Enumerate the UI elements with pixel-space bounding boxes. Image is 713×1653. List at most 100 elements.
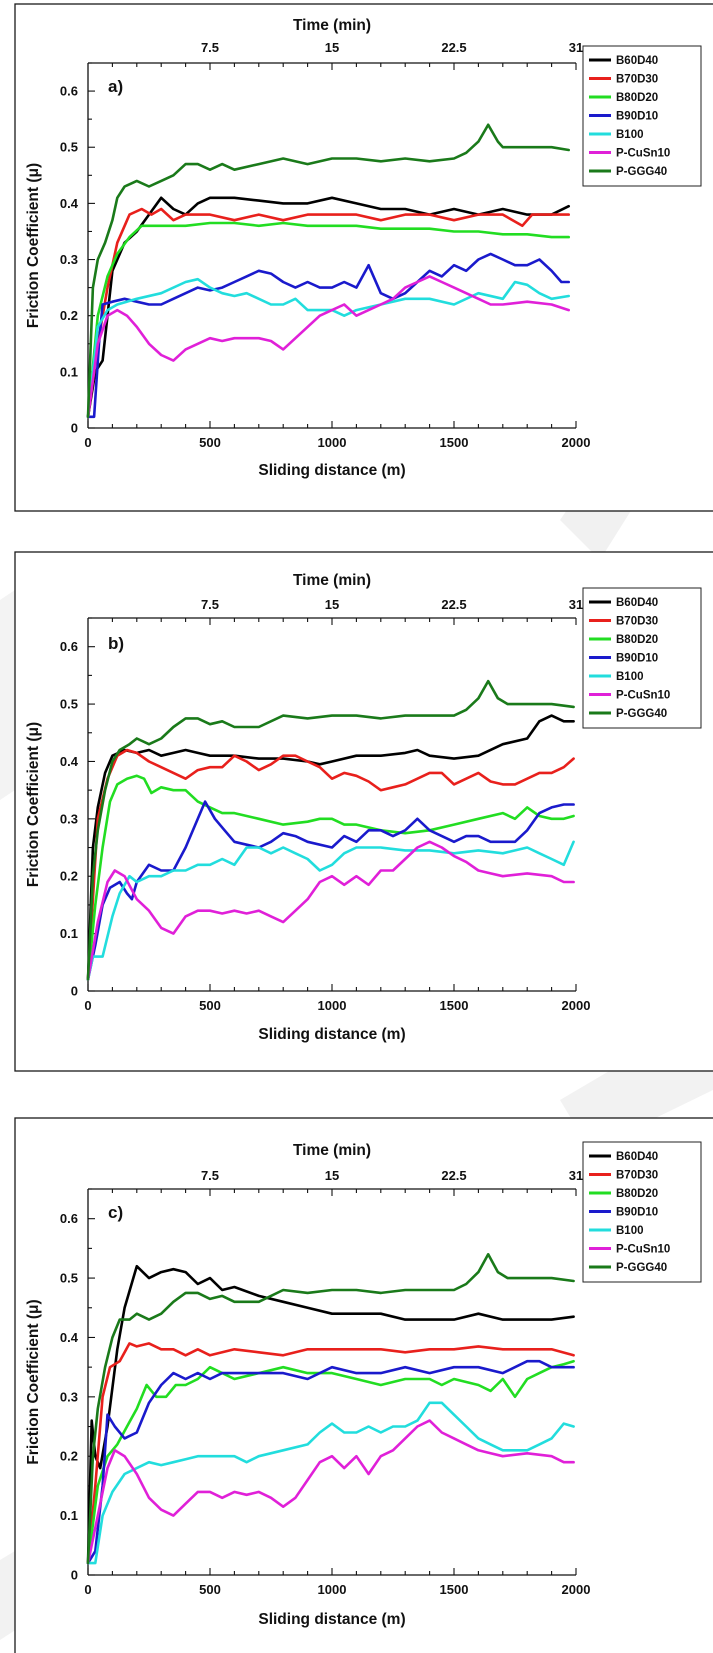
x-tick-label: 2000 <box>562 1582 591 1597</box>
y-tick-label: 0.3 <box>60 1389 78 1404</box>
x-tick-label: 0 <box>84 998 91 1013</box>
chart-panel-c: 0 500 1000 1500 2000 7.5 15 22.5 31 0 0.1 0.2 0.3 0.4… <box>0 1114 713 1653</box>
legend-label: P-CuSn10 <box>616 1244 670 1256</box>
x-tick-label: 0 <box>84 1582 91 1597</box>
legend: B60D40 B70D30 B80D20 B90D10 B100 P-CuSn10 P-GG… <box>582 587 702 729</box>
y-tick-label: 0.1 <box>60 364 78 379</box>
chart-svg-c: 0 500 1000 1500 2000 7.5 15 22.5 31 0 0.1 0.2 0.3 0.4… <box>14 1117 713 1653</box>
series-line-b70d30 <box>86 748 575 981</box>
legend: B60D40 B70D30 B80D20 B90D10 B100 P-CuSn10 P-GG… <box>582 45 702 187</box>
top-tick-label: 7.5 <box>201 597 219 612</box>
y-axis-title: Friction Coefficient (μ) <box>25 1299 42 1464</box>
panel-frame <box>14 1117 713 1653</box>
y-tick-label: 0.3 <box>60 811 78 826</box>
top-axis-title: Time (min) <box>293 1142 371 1159</box>
x-axis-title: Sliding distance (m) <box>258 1611 405 1628</box>
series-line-b70d30 <box>86 1342 575 1565</box>
x-axis-title: Sliding distance (m) <box>258 1026 405 1043</box>
x-tick-label: 500 <box>199 435 221 450</box>
y-tick-label: 0.6 <box>60 639 78 654</box>
series-line-b90d10 <box>86 1359 575 1565</box>
y-tick-label: 0.1 <box>60 1508 78 1523</box>
y-tick-label: 0 <box>71 984 78 999</box>
legend-label: B80D20 <box>616 92 658 104</box>
series-line-p-ggg40 <box>86 1253 575 1565</box>
x-tick-label: 500 <box>199 1582 221 1597</box>
y-axis-title: Friction Coefficient (μ) <box>25 163 42 328</box>
top-tick-label: 31 <box>569 597 583 612</box>
top-tick-label: 7.5 <box>201 1168 219 1183</box>
legend-label: P-GGG40 <box>616 166 667 178</box>
legend-label: B70D30 <box>616 1170 658 1182</box>
top-tick-label: 15 <box>325 40 339 55</box>
series-line-b100 <box>86 1401 575 1565</box>
top-tick-label: 31 <box>569 1168 583 1183</box>
legend: B60D40 B70D30 B80D20 B90D10 B100 P-CuSn10 P-GG… <box>582 1141 702 1283</box>
panel-label: b) <box>108 634 124 653</box>
chart-svg-a: 0 500 1000 1500 2000 7.5 15 22.5 31 0 0.1 0.2 0.3 0.4… <box>14 3 713 512</box>
legend-label: B80D20 <box>616 1188 658 1200</box>
y-tick-label: 0.5 <box>60 140 78 155</box>
panel-label: c) <box>108 1203 123 1222</box>
y-tick-label: 0.6 <box>60 1211 78 1226</box>
y-tick-label: 0.4 <box>60 196 79 211</box>
top-tick-label: 15 <box>325 1168 339 1183</box>
series-line-b80d20 <box>86 774 575 981</box>
x-tick-label: 2000 <box>562 435 591 450</box>
top-tick-label: 22.5 <box>441 597 466 612</box>
y-tick-label: 0.5 <box>60 697 78 712</box>
top-tick-label: 7.5 <box>201 40 219 55</box>
top-tick-label: 22.5 <box>441 1168 466 1183</box>
series-line-b70d30 <box>86 207 570 419</box>
series-line-b60d40 <box>86 196 570 419</box>
top-axis-title: Time (min) <box>293 572 371 589</box>
legend-label: B100 <box>616 129 644 141</box>
top-tick-label: 15 <box>325 597 339 612</box>
series-line-p-cusn10 <box>86 840 575 981</box>
legend-label: P-CuSn10 <box>616 148 670 160</box>
panel-label: a) <box>108 77 123 96</box>
plot-area: 0 500 1000 1500 2000 7.5 15 22.5 31 0 0.1 0.2 0.3 0.4… <box>25 572 702 1043</box>
y-tick-label: 0.4 <box>60 754 79 769</box>
legend-label: B100 <box>616 1225 644 1237</box>
legend-label: B60D40 <box>616 55 658 67</box>
y-tick-label: 0.6 <box>60 84 78 99</box>
y-tick-label: 0.2 <box>60 869 78 884</box>
legend-label: P-GGG40 <box>616 708 667 720</box>
y-tick-label: 0 <box>71 421 78 436</box>
legend-label: B60D40 <box>616 1151 658 1163</box>
x-tick-label: 1000 <box>318 1582 347 1597</box>
legend-label: B60D40 <box>616 597 658 609</box>
series-line-p-cusn10 <box>86 1419 575 1565</box>
y-tick-label: 0.2 <box>60 1449 78 1464</box>
y-tick-label: 0.1 <box>60 926 78 941</box>
top-tick-label: 22.5 <box>441 40 466 55</box>
x-tick-label: 1500 <box>440 1582 469 1597</box>
plot-area: 0 500 1000 1500 2000 7.5 15 22.5 31 0 0.1 0.2 0.3 0.4… <box>25 17 702 479</box>
y-tick-label: 0 <box>71 1568 78 1583</box>
series-line-b100 <box>86 840 575 981</box>
legend-label: P-GGG40 <box>616 1262 667 1274</box>
plot-area: 0 500 1000 1500 2000 7.5 15 22.5 31 0 0.1 0.2 0.3 0.4… <box>25 1141 702 1628</box>
x-tick-label: 500 <box>199 998 221 1013</box>
y-tick-label: 0.5 <box>60 1271 78 1286</box>
legend-label: B90D10 <box>616 111 658 123</box>
y-tick-label: 0.3 <box>60 252 78 267</box>
legend-label: B70D30 <box>616 616 658 628</box>
y-axis-title: Friction Coefficient (μ) <box>25 722 42 887</box>
legend-label: B70D30 <box>616 74 658 86</box>
series-line-b90d10 <box>86 800 575 981</box>
y-tick-label: 0.4 <box>60 1330 79 1345</box>
x-axis-title: Sliding distance (m) <box>258 462 405 479</box>
top-axis-title: Time (min) <box>293 17 371 34</box>
chart-panel-a: 0 500 1000 1500 2000 7.5 15 22.5 31 0 0.1 0.2 0.3 0.4… <box>0 0 713 520</box>
series-line-b90d10 <box>86 252 570 419</box>
chart-svg-b: 0 500 1000 1500 2000 7.5 15 22.5 31 0 0.1 0.2 0.3 0.4… <box>14 551 713 1072</box>
x-tick-label: 2000 <box>562 998 591 1013</box>
series-line-b100 <box>86 277 570 419</box>
legend-label: B90D10 <box>616 653 658 665</box>
legend-label: P-CuSn10 <box>616 690 670 702</box>
series-line-b80d20 <box>86 1359 575 1565</box>
x-tick-label: 1500 <box>440 435 469 450</box>
chart-panel-b: 0 500 1000 1500 2000 7.5 15 22.5 31 0 0.1 0.2 0.3 0.4… <box>0 548 713 1078</box>
